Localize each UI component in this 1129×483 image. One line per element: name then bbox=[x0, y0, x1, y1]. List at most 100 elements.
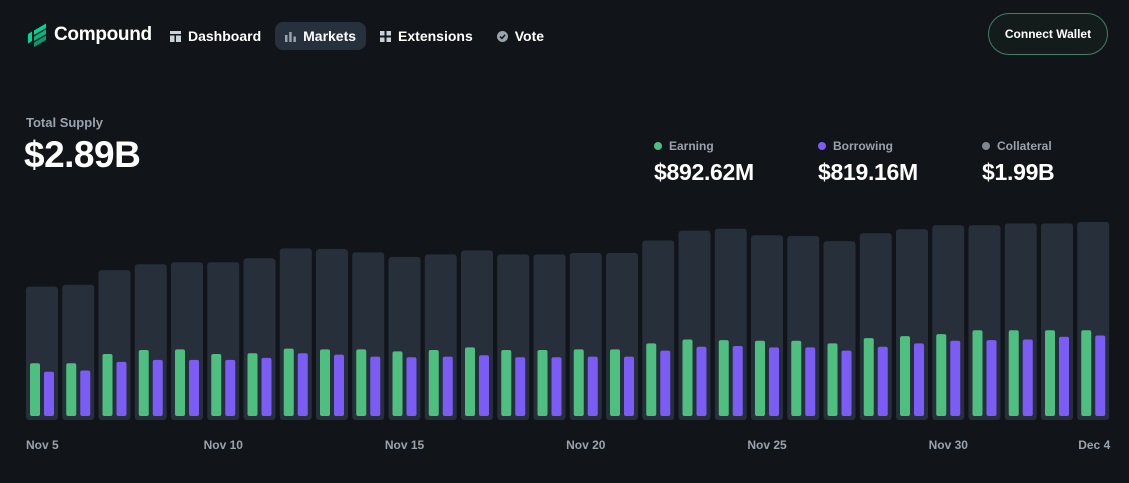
borrowing-bar[interactable] bbox=[805, 347, 816, 416]
borrowing-bar[interactable] bbox=[116, 361, 127, 416]
earning-bar[interactable] bbox=[247, 353, 258, 416]
borrowing-bar[interactable] bbox=[1022, 339, 1033, 416]
collateral-legend-dot bbox=[982, 142, 990, 150]
borrowing-bar[interactable] bbox=[261, 357, 272, 416]
borrowing-bar[interactable] bbox=[660, 350, 671, 416]
borrowing-bar[interactable] bbox=[442, 356, 453, 416]
stat-borrowing: Borrowing $819.16M bbox=[818, 139, 918, 186]
borrowing-bar[interactable] bbox=[189, 359, 199, 416]
earning-bar[interactable] bbox=[102, 353, 113, 416]
earning-bar[interactable] bbox=[537, 350, 548, 416]
earning-bar[interactable] bbox=[646, 343, 657, 416]
borrowing-bar[interactable] bbox=[370, 356, 381, 416]
x-tick-label: Nov 5 bbox=[26, 438, 59, 452]
borrowing-bar[interactable] bbox=[1059, 336, 1069, 416]
borrowing-bar[interactable] bbox=[841, 350, 852, 416]
earning-bar[interactable] bbox=[1008, 330, 1019, 416]
stat-borrowing-label-row: Borrowing bbox=[818, 139, 918, 153]
stat-earning-label: Earning bbox=[669, 139, 714, 153]
nav-extensions[interactable]: Extensions bbox=[370, 22, 483, 50]
nav-extensions-label: Extensions bbox=[398, 28, 473, 44]
nav-dashboard[interactable]: Dashboard bbox=[160, 22, 271, 50]
borrowing-bar[interactable] bbox=[769, 347, 779, 416]
borrowing-bar[interactable] bbox=[479, 355, 489, 416]
dashboard-icon bbox=[170, 30, 181, 42]
earning-bar[interactable] bbox=[138, 350, 149, 416]
earning-bar[interactable] bbox=[610, 349, 620, 416]
earning-bar[interactable] bbox=[356, 349, 367, 416]
x-axis-labels: Nov 5 Nov 10 Nov 15 Nov 20 Nov 25 Nov 30 Dec 4 bbox=[0, 438, 1129, 454]
borrowing-bar[interactable] bbox=[914, 343, 924, 416]
nav-vote-label: Vote bbox=[514, 28, 545, 44]
earning-bar[interactable] bbox=[392, 351, 403, 416]
x-tick-label: Nov 10 bbox=[203, 438, 243, 452]
borrowing-bar[interactable] bbox=[297, 353, 308, 416]
borrowing-bar[interactable] bbox=[44, 371, 54, 416]
grid-icon bbox=[380, 30, 392, 42]
stat-earning-value: $892.62M bbox=[654, 159, 754, 185]
total-supply-value: $2.89B bbox=[24, 134, 141, 175]
main-nav: Dashboard Markets Extensions bbox=[160, 22, 554, 50]
borrowing-bar[interactable] bbox=[986, 340, 997, 416]
earning-bar[interactable] bbox=[718, 340, 729, 416]
earning-bar[interactable] bbox=[827, 343, 838, 416]
check-circle-icon bbox=[496, 30, 508, 42]
nav-markets[interactable]: Markets bbox=[275, 22, 367, 50]
stat-earning-label-row: Earning bbox=[654, 139, 754, 153]
borrowing-bar[interactable] bbox=[152, 359, 163, 416]
x-tick-label: Nov 30 bbox=[928, 438, 968, 452]
connect-wallet-button[interactable]: Connect Wallet bbox=[988, 13, 1108, 55]
borrowing-bar[interactable] bbox=[624, 356, 634, 416]
earning-bar[interactable] bbox=[501, 350, 512, 416]
earning-bar[interactable] bbox=[936, 334, 947, 416]
nav-dashboard-label: Dashboard bbox=[188, 28, 262, 44]
borrowing-bar[interactable] bbox=[587, 356, 598, 416]
earning-bar[interactable] bbox=[428, 350, 439, 416]
nav-vote[interactable]: Vote bbox=[487, 22, 554, 50]
earning-bar[interactable] bbox=[320, 349, 330, 416]
bar-chart-icon bbox=[285, 31, 297, 42]
borrowing-bar[interactable] bbox=[950, 340, 961, 416]
stat-borrowing-label: Borrowing bbox=[833, 139, 893, 153]
stat-earning: Earning $892.62M bbox=[654, 139, 754, 186]
compound-logo[interactable]: Compound bbox=[26, 22, 152, 48]
earning-bar[interactable] bbox=[900, 336, 910, 416]
borrowing-bar[interactable] bbox=[877, 346, 888, 416]
earning-bar[interactable] bbox=[755, 340, 765, 416]
borrowing-bar[interactable] bbox=[225, 359, 236, 416]
nav-markets-label: Markets bbox=[303, 28, 357, 44]
earning-bar[interactable] bbox=[283, 348, 294, 416]
compound-logo-icon bbox=[28, 23, 46, 47]
borrowing-bar[interactable] bbox=[696, 346, 707, 416]
earning-bar[interactable] bbox=[465, 347, 475, 416]
earning-bar[interactable] bbox=[1081, 330, 1092, 416]
borrowing-bar[interactable] bbox=[334, 354, 344, 416]
supply-bar-chart[interactable] bbox=[0, 205, 1129, 425]
earning-legend-dot bbox=[654, 142, 662, 150]
earning-bar[interactable] bbox=[66, 363, 77, 416]
top-navigation-bar: Compound Dashboard Markets bbox=[0, 0, 1129, 70]
borrowing-legend-dot bbox=[818, 142, 826, 150]
borrowing-bar[interactable] bbox=[732, 346, 743, 416]
earning-bar[interactable] bbox=[211, 353, 222, 416]
stat-collateral: Collateral $1.99B bbox=[982, 139, 1055, 186]
stat-collateral-label-row: Collateral bbox=[982, 139, 1054, 153]
x-tick-label: Dec 4 bbox=[1078, 438, 1111, 452]
earning-bar[interactable] bbox=[30, 363, 40, 416]
x-tick-label: Nov 25 bbox=[747, 438, 787, 452]
earning-bar[interactable] bbox=[1045, 330, 1055, 416]
earning-bar[interactable] bbox=[791, 340, 802, 416]
borrowing-bar[interactable] bbox=[1095, 335, 1106, 416]
borrowing-bar[interactable] bbox=[406, 357, 417, 416]
stat-collateral-value: $1.99B bbox=[982, 159, 1055, 185]
borrowing-bar[interactable] bbox=[551, 357, 562, 416]
earning-bar[interactable] bbox=[573, 349, 584, 416]
stat-borrowing-value: $819.16M bbox=[818, 159, 918, 185]
borrowing-bar[interactable] bbox=[515, 357, 526, 416]
x-tick-label: Nov 15 bbox=[384, 438, 425, 452]
earning-bar[interactable] bbox=[682, 339, 693, 416]
earning-bar[interactable] bbox=[972, 330, 983, 416]
earning-bar[interactable] bbox=[863, 338, 874, 416]
earning-bar[interactable] bbox=[175, 349, 185, 416]
borrowing-bar[interactable] bbox=[80, 370, 91, 416]
